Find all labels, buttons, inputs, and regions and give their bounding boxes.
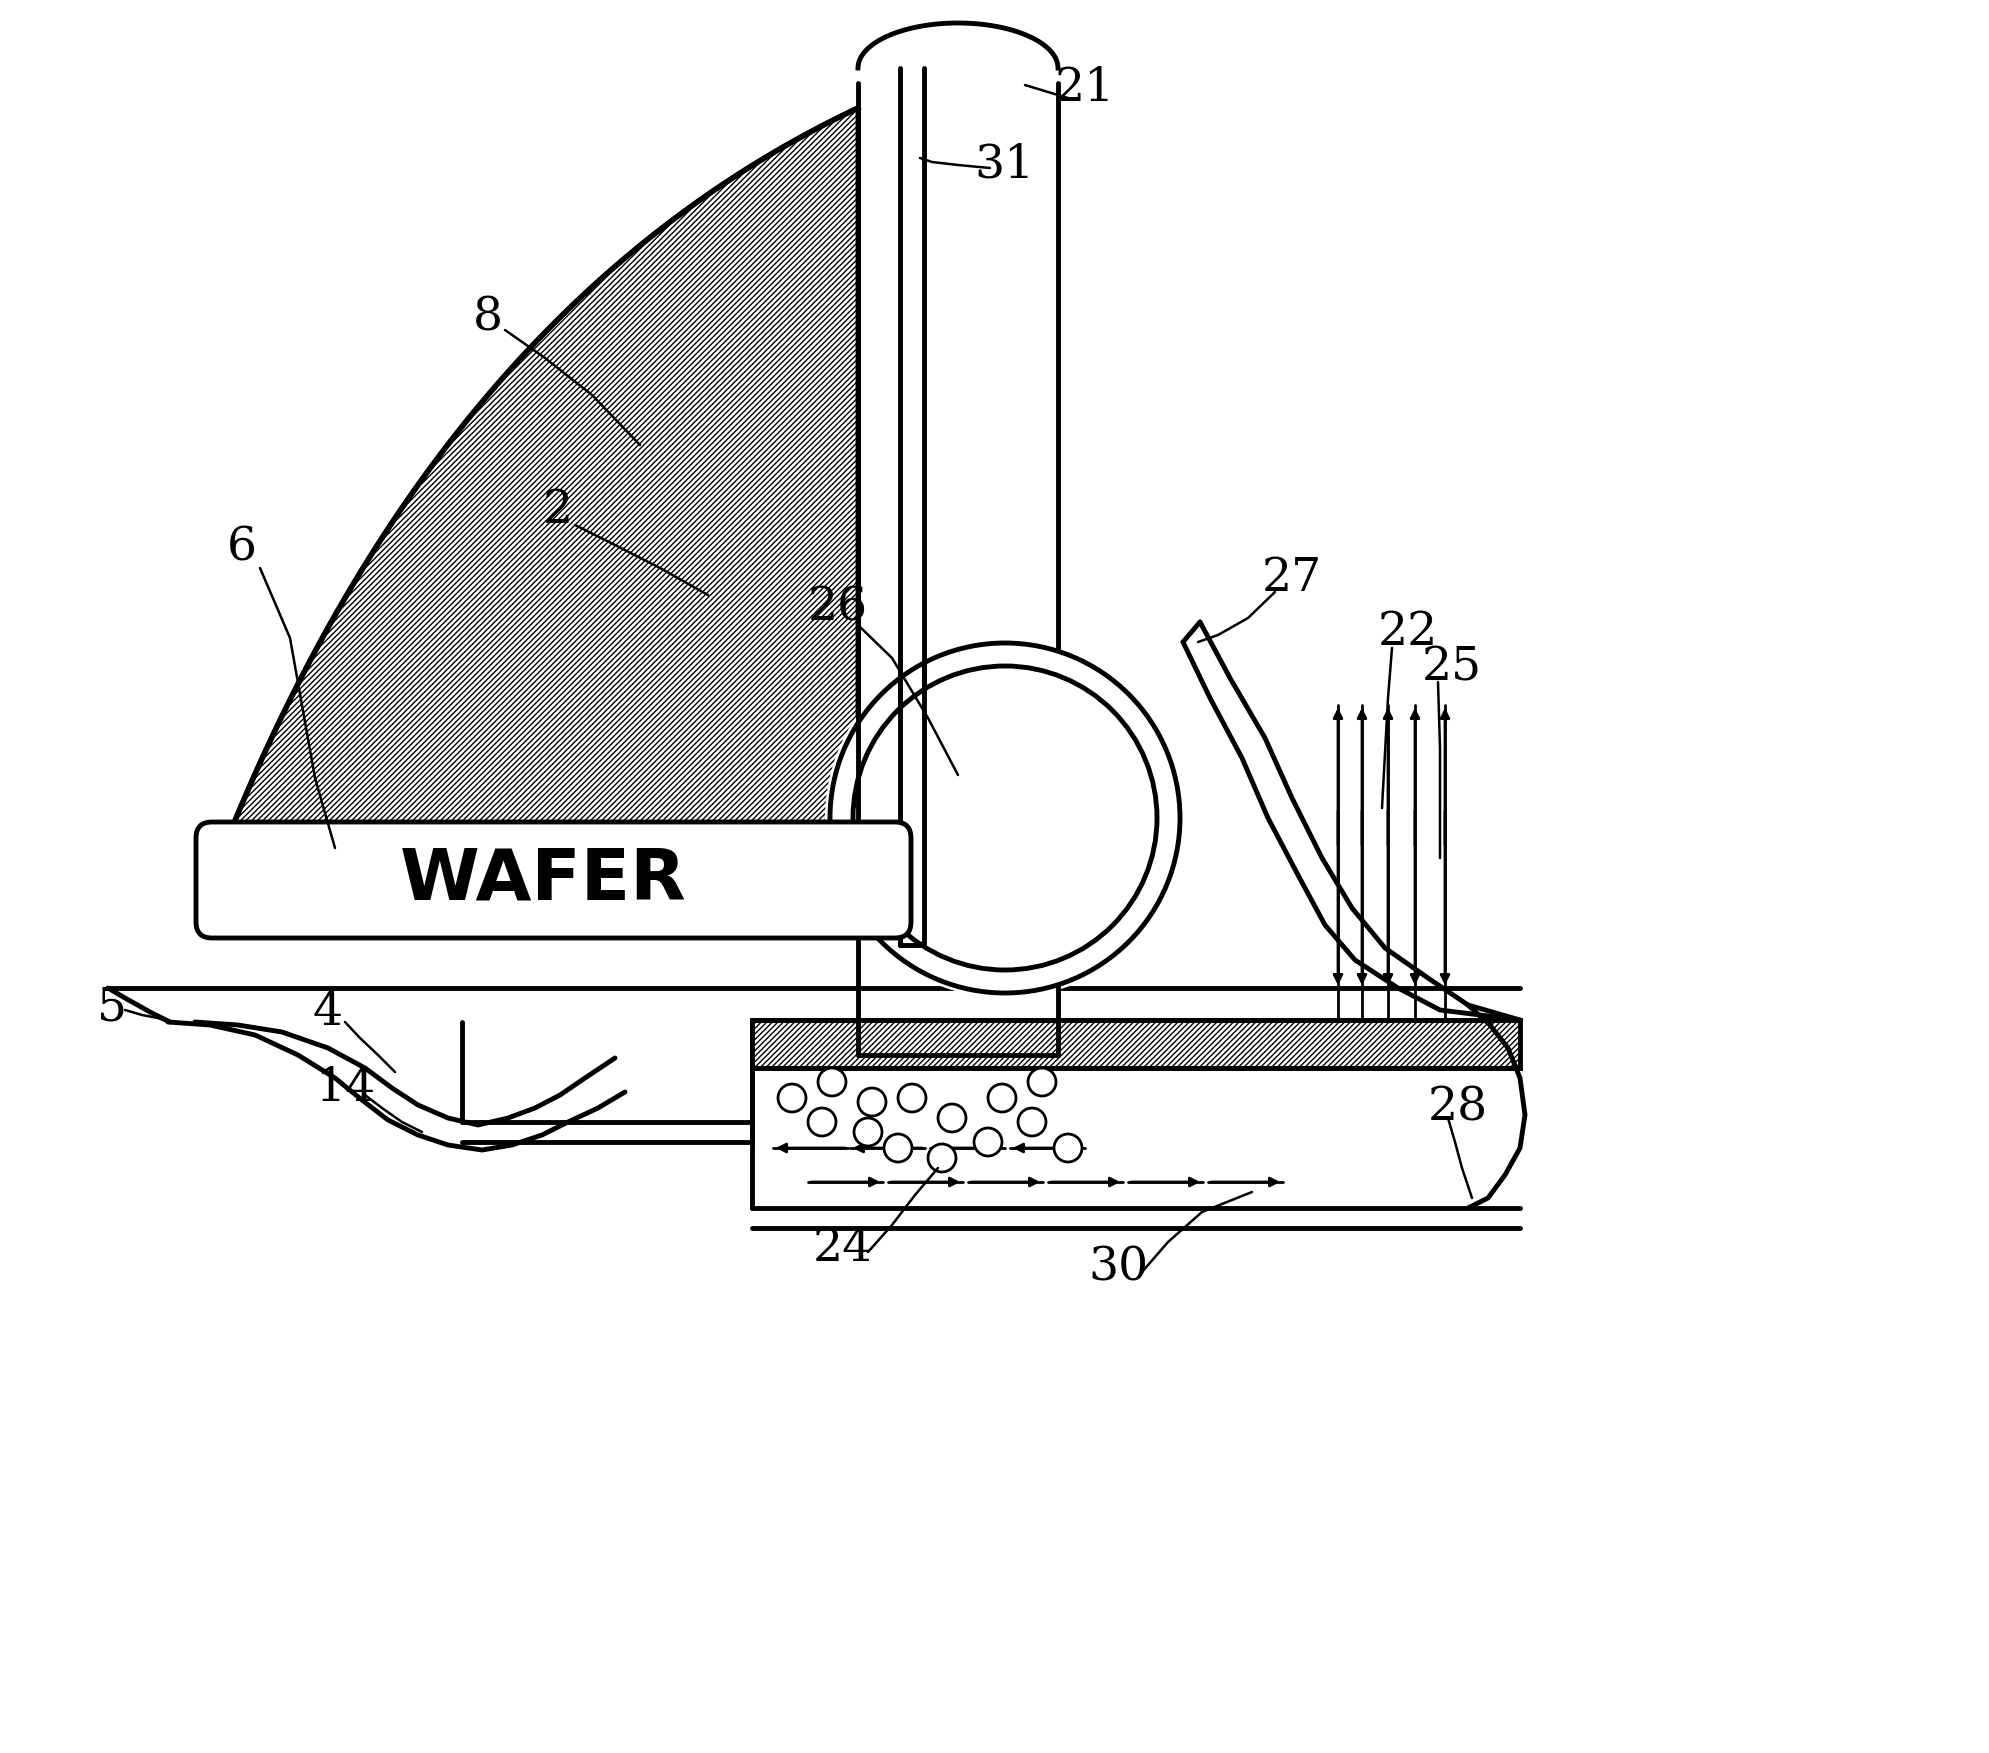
Circle shape: [853, 666, 1158, 969]
FancyBboxPatch shape: [197, 822, 911, 938]
Text: 2: 2: [543, 487, 573, 533]
Text: 25: 25: [1422, 645, 1482, 691]
Circle shape: [1018, 1108, 1046, 1136]
Text: 31: 31: [975, 142, 1034, 188]
Circle shape: [817, 1068, 845, 1096]
Circle shape: [1054, 1134, 1082, 1162]
Circle shape: [825, 638, 1185, 997]
Text: 8: 8: [473, 295, 503, 340]
Circle shape: [883, 1134, 913, 1162]
Text: 26: 26: [808, 586, 867, 631]
Circle shape: [1028, 1068, 1056, 1096]
Circle shape: [929, 1145, 957, 1173]
Text: 6: 6: [227, 526, 257, 571]
Circle shape: [853, 1118, 881, 1146]
Circle shape: [829, 643, 1179, 992]
Bar: [857, 68, 1058, 1055]
Circle shape: [808, 1108, 835, 1136]
Circle shape: [975, 1127, 1002, 1155]
Polygon shape: [213, 109, 857, 878]
Text: 27: 27: [1261, 556, 1323, 601]
Circle shape: [778, 1083, 806, 1111]
Circle shape: [989, 1083, 1016, 1111]
Text: 14: 14: [314, 1066, 376, 1111]
Circle shape: [939, 1104, 967, 1132]
Text: 30: 30: [1088, 1245, 1148, 1290]
Circle shape: [897, 1083, 927, 1111]
Text: 22: 22: [1378, 610, 1438, 654]
Text: 28: 28: [1428, 1085, 1488, 1131]
Text: WAFER: WAFER: [400, 845, 686, 915]
Text: 4: 4: [312, 989, 342, 1034]
Text: 21: 21: [1054, 65, 1116, 110]
Text: 5: 5: [97, 985, 127, 1031]
Bar: [752, 1020, 1520, 1068]
Text: 24: 24: [814, 1225, 873, 1271]
Circle shape: [857, 1089, 885, 1117]
